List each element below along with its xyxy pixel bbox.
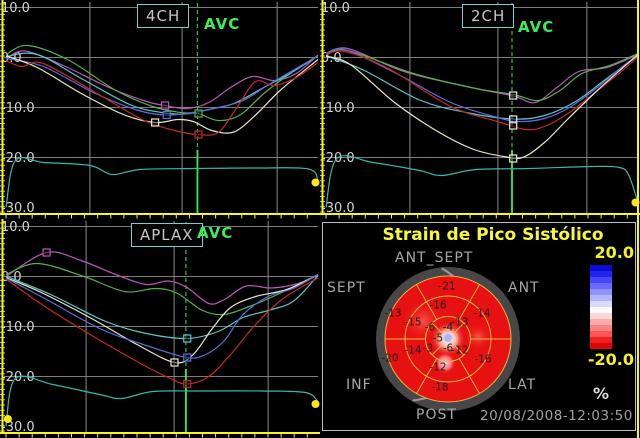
svg-text:-30.0: -30.0: [1, 420, 35, 435]
strain-chart-2ch: 10.00.0-10.0-20.0-30.0: [320, 0, 640, 219]
bullseye-label-ant-sept: ANT_SEPT: [395, 250, 474, 266]
svg-text:-12: -12: [451, 345, 468, 357]
svg-text:-13: -13: [384, 308, 401, 320]
svg-text:10.0: 10.0: [321, 1, 350, 16]
bullseye-quadrant[interactable]: Strain de Pico Sistólico -21 -14 -16 -18 -20…: [320, 219, 640, 438]
svg-text:-16: -16: [474, 354, 491, 366]
svg-text:-30.0: -30.0: [321, 201, 355, 216]
svg-text:-21: -21: [438, 281, 455, 293]
bullseye-label-post: POST: [416, 407, 457, 423]
svg-text:-10.0: -10.0: [1, 320, 35, 335]
view-label-4ch: 4CH: [137, 4, 190, 28]
strain-chart-aplax: 10.00.0-10.0-20.0-30.0: [0, 219, 320, 438]
bullseye-label-ant: ANT: [508, 280, 540, 296]
svg-text:-14: -14: [404, 345, 421, 357]
svg-text:10.0: 10.0: [1, 220, 30, 235]
timestamp: 20/08/2008-12:03:50: [480, 408, 633, 424]
svg-text:-15: -15: [404, 317, 421, 329]
bullseye-label-sept: SEPT: [327, 280, 366, 296]
svg-text:-16: -16: [429, 300, 446, 312]
svg-text:10.0: 10.0: [1, 1, 30, 16]
view-label-2ch: 2CH: [462, 4, 515, 28]
svg-text:-13: -13: [451, 317, 468, 329]
bullseye-title: Strain de Pico Sistólico: [382, 225, 604, 245]
strain-panel-4ch[interactable]: 10.0 0.0 -10.0 -20.0 -30.0 4CH AVC: [0, 0, 320, 219]
svg-text:-20: -20: [381, 353, 398, 365]
svg-text:-14: -14: [473, 308, 490, 320]
svg-text:-12: -12: [429, 362, 446, 374]
strain-chart-4ch: 10.00.0-10.0-20.0-30.0: [0, 0, 320, 219]
avc-label-aplax: AVC: [197, 224, 234, 242]
bullseye-plot: -21 -14 -16 -18 -20 -13 -16 -13 -12 -12 -14 -15 -6 -4…: [376, 267, 520, 411]
colorbar-min-label: -20.0: [587, 350, 634, 369]
svg-text:-3: -3: [423, 343, 433, 355]
svg-text:-4: -4: [443, 322, 454, 334]
colorbar-unit-label: %: [592, 384, 610, 403]
strain-panel-aplax[interactable]: 10.0 0.0 -10.0 -20.0 -30.0 APLAX AVC: [0, 219, 320, 438]
svg-text:-10.0: -10.0: [1, 101, 35, 116]
avc-label-4ch: AVC: [204, 15, 241, 33]
bullseye-label-lat: LAT: [508, 377, 537, 393]
svg-text:-20.0: -20.0: [321, 151, 355, 166]
strain-panel-2ch[interactable]: 10.0 0.0 -10.0 -20.0 -30.0 2CH AVC: [320, 0, 640, 219]
svg-text:-6: -6: [425, 322, 436, 334]
avc-label-2ch: AVC: [518, 18, 555, 36]
strain-colorbar: [590, 265, 612, 349]
colorbar-max-label: 20.0: [594, 243, 634, 262]
svg-text:-18: -18: [431, 382, 448, 394]
view-label-aplax: APLAX: [131, 223, 203, 247]
svg-text:-10.0: -10.0: [321, 101, 355, 116]
bullseye-label-inf: INF: [346, 377, 372, 393]
svg-text:-6: -6: [443, 343, 454, 355]
svg-text:-5: -5: [433, 333, 443, 345]
svg-text:-30.0: -30.0: [1, 201, 35, 216]
screen-right-edge-marker: [637, 0, 639, 438]
